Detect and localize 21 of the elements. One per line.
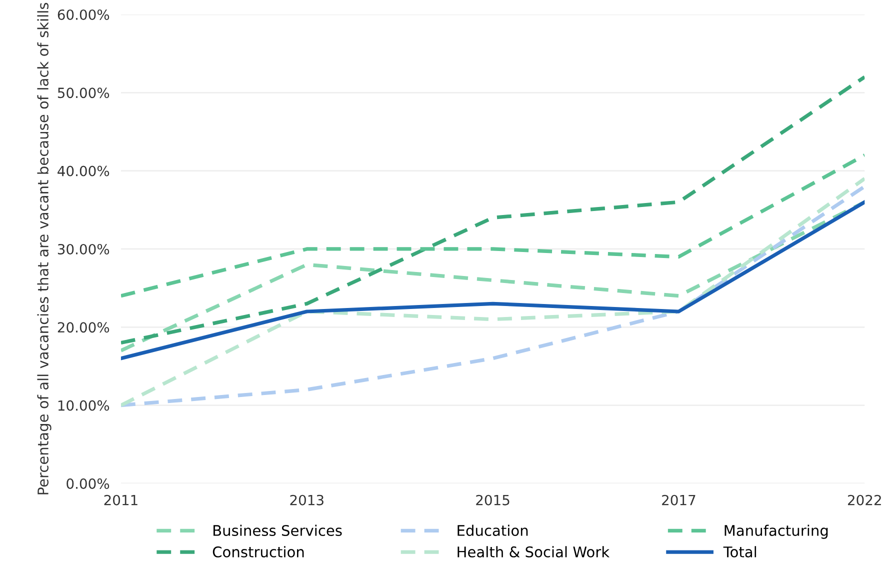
legend-label: Business Services	[214, 524, 342, 536]
x-tick-label: 2011	[104, 494, 138, 506]
y-tick-label: 10.00%	[58, 400, 110, 411]
y-tick-label: 50.00%	[58, 88, 110, 98]
x-tick-label: 2013	[290, 494, 324, 506]
line-series	[120, 153, 865, 298]
x-tick-label: 2022	[848, 494, 881, 506]
line-series	[120, 75, 865, 345]
legend-label: Education	[458, 524, 528, 536]
x-tick-label: 2015	[476, 494, 510, 506]
y-axis-title: Percentage of all vacancies that are vacant because of lack of skills	[37, 2, 52, 494]
y-tick-label: 40.00%	[58, 166, 110, 176]
legend-label: Total	[723, 546, 756, 558]
legend-label: Health & Social Work	[458, 546, 610, 558]
y-tick-label: 30.00%	[58, 244, 110, 254]
y-tick-label: 20.00%	[58, 322, 110, 333]
legend-label: Construction	[212, 546, 304, 558]
legend-label: Manufacturing	[724, 524, 828, 539]
x-tick-label: 2017	[662, 494, 696, 506]
y-tick-label: 0.00%	[66, 478, 110, 489]
y-tick-label: 60.00%	[58, 9, 110, 20]
